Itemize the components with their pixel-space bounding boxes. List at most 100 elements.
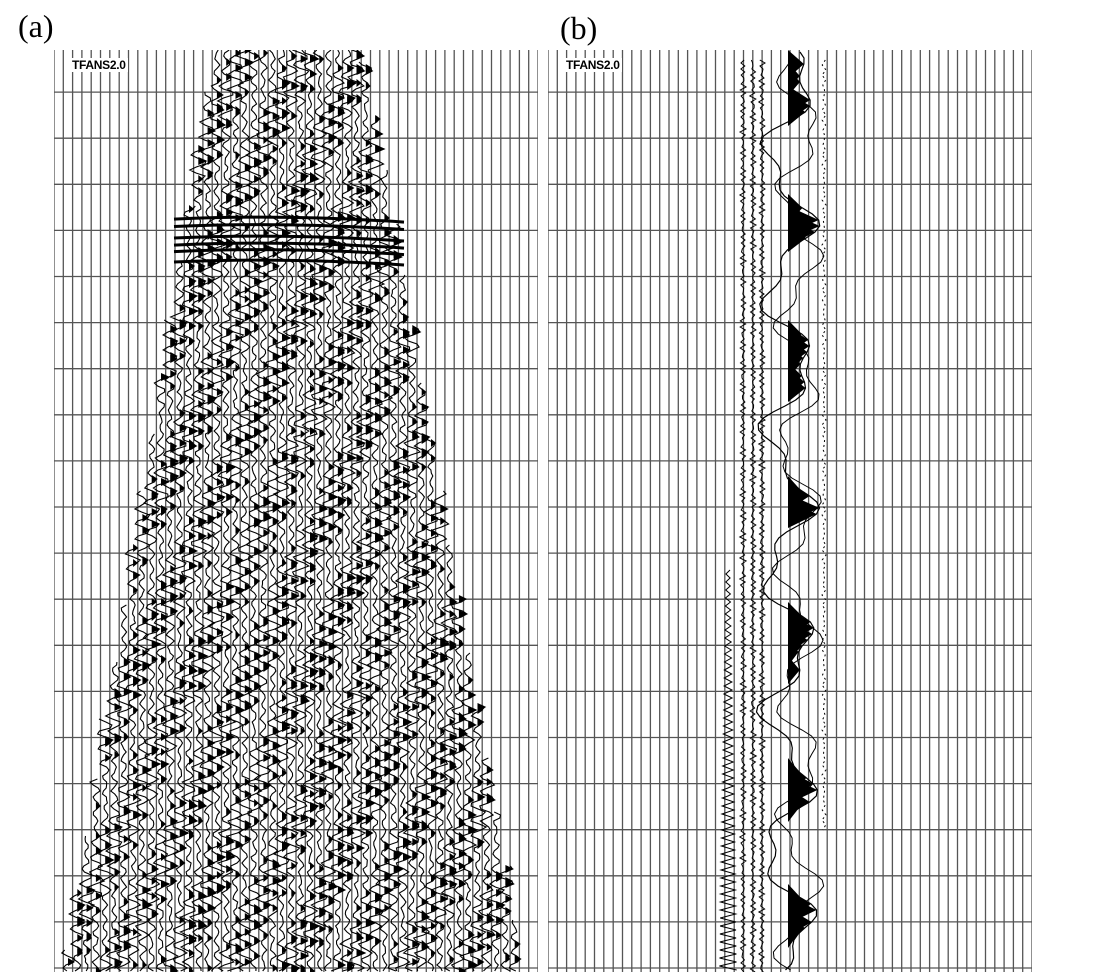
trace-fill [319,610,326,618]
trace-fill [244,598,250,606]
trace-fill [291,592,300,600]
trace-fill [161,853,167,861]
trace-fill [458,625,466,633]
trace-fill [198,802,208,810]
trace-fill [216,628,224,636]
trace-fill [179,592,186,600]
trace-fill [328,628,339,636]
trace-fill [375,862,380,870]
trace-fill [142,526,151,534]
trace-fill [272,250,279,258]
trace-fill [384,661,391,669]
zigzag-trace [718,569,738,971]
seismic-trace [477,757,496,972]
trace-fill [207,127,217,135]
trace-fill [105,946,112,954]
trace-fill [310,295,320,303]
trace-fill [477,706,484,714]
trace-fill [403,376,410,384]
trace-fill [142,784,148,792]
trace-fill [282,82,288,90]
trace-fill [421,388,427,396]
trace-fill [282,184,288,192]
trace-fill [123,913,131,921]
trace-fill [421,643,427,651]
trace-fill [300,952,310,960]
trace-fill [347,844,355,852]
trace-fill [161,373,170,381]
trace-fill [449,763,458,771]
trace-fill [356,187,366,195]
trace-fill [207,559,213,567]
trace-fill [440,880,449,888]
trace-fill [282,679,287,687]
trace-fill [161,880,171,888]
trace-fill [282,589,290,597]
trace-fill [226,865,233,873]
trace-fill [161,760,170,768]
trace-fill [319,640,329,648]
trace-fill [431,709,436,717]
trace-fill [244,163,253,171]
trace-fill [244,88,250,96]
reflection-band [173,241,405,250]
trace-fill [207,904,217,912]
trace-fill [477,958,485,966]
trace-fill [207,139,216,147]
trace-fill [216,886,224,894]
trace-fill [300,142,307,150]
trace-fill [300,85,307,93]
trace-fill [272,262,280,270]
trace-fill [319,535,329,543]
trace-fill [151,475,158,483]
trace-fill [393,268,400,276]
trace-fill [254,667,263,675]
trace-fill [263,619,269,627]
trace-fill [179,697,186,705]
trace-fill [300,787,309,795]
trace-fill [300,472,307,480]
trace-fill [161,478,170,486]
trace-fill [272,964,278,972]
trace-fill [328,673,335,681]
trace-fill [412,403,418,411]
trace-fill [282,97,288,105]
trace-fill [114,856,121,864]
trace-fill [319,730,325,738]
trace-fill [328,613,338,621]
trace-fill [216,493,226,501]
trace-fill [310,460,315,468]
trace-fill [77,904,84,912]
trace-fill [198,520,204,528]
trace-fill [365,427,374,435]
trace-fill [123,733,130,741]
trace-fill [421,793,432,801]
trace-fill [393,493,402,501]
trace-fill [272,904,279,912]
trace-fill [179,322,187,330]
trace-fill [328,376,335,384]
trace-fill [198,157,208,165]
trace-fill [226,808,232,816]
trace-fill [114,736,122,744]
trace-fill [319,370,327,378]
trace-fill [328,793,334,801]
trace-fill [310,340,315,348]
trace-fill [226,328,234,336]
trace-fill [170,355,178,363]
trace-fill [328,391,334,399]
trace-fill [300,307,310,315]
trace-fill [403,481,411,489]
trace-fill [207,409,214,417]
trace-fill [198,367,205,375]
trace-fill [788,656,800,684]
trace-fill [393,778,399,786]
trace-fill [300,922,307,930]
trace-fill [403,688,409,696]
trace-fill [254,175,261,183]
trace-fill [384,379,393,387]
trace-fill [226,121,233,129]
trace-fill [189,949,195,957]
trace-fill [356,904,362,912]
trace-fill [300,814,309,822]
